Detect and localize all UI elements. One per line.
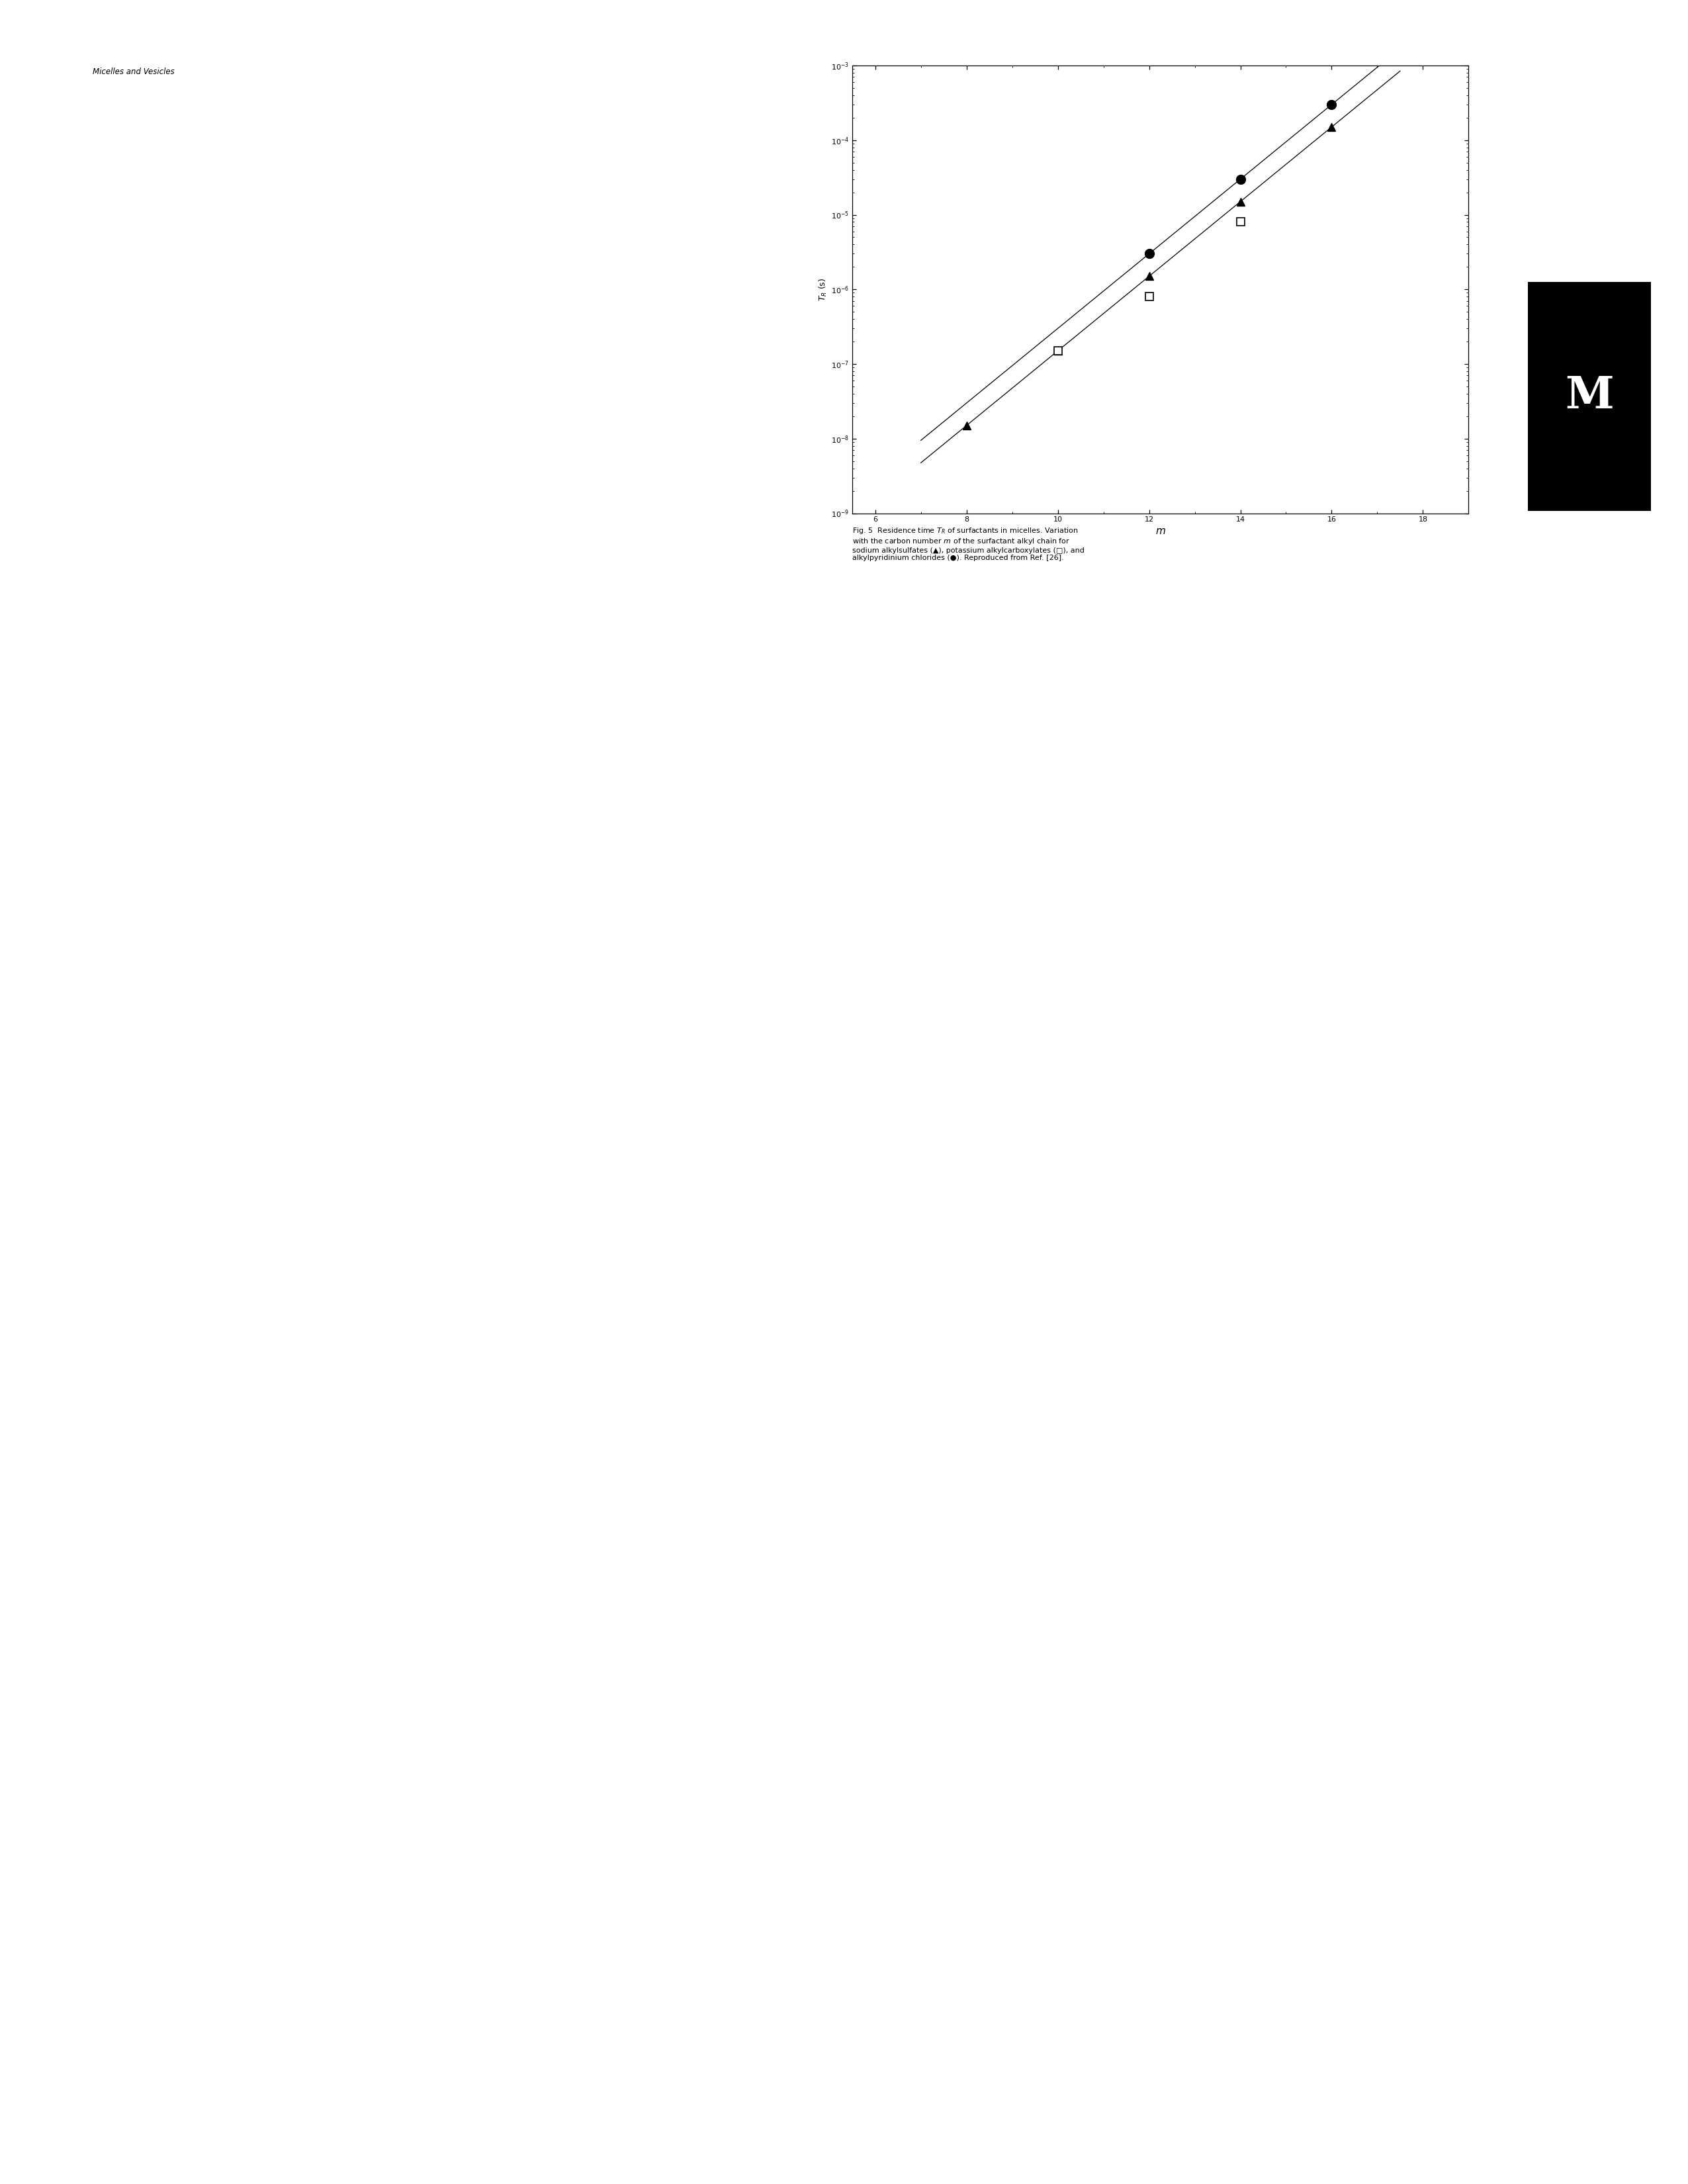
- Text: Fig. 5  Residence time $T_R$ of surfactants in micelles. Variation
with the carb: Fig. 5 Residence time $T_R$ of surfactan…: [852, 526, 1085, 561]
- Text: M: M: [1565, 376, 1614, 417]
- Y-axis label: $T_R$ (s): $T_R$ (s): [817, 277, 829, 301]
- Text: Micelles and Vesicles: Micelles and Vesicles: [93, 68, 176, 76]
- X-axis label: m: m: [1156, 526, 1165, 535]
